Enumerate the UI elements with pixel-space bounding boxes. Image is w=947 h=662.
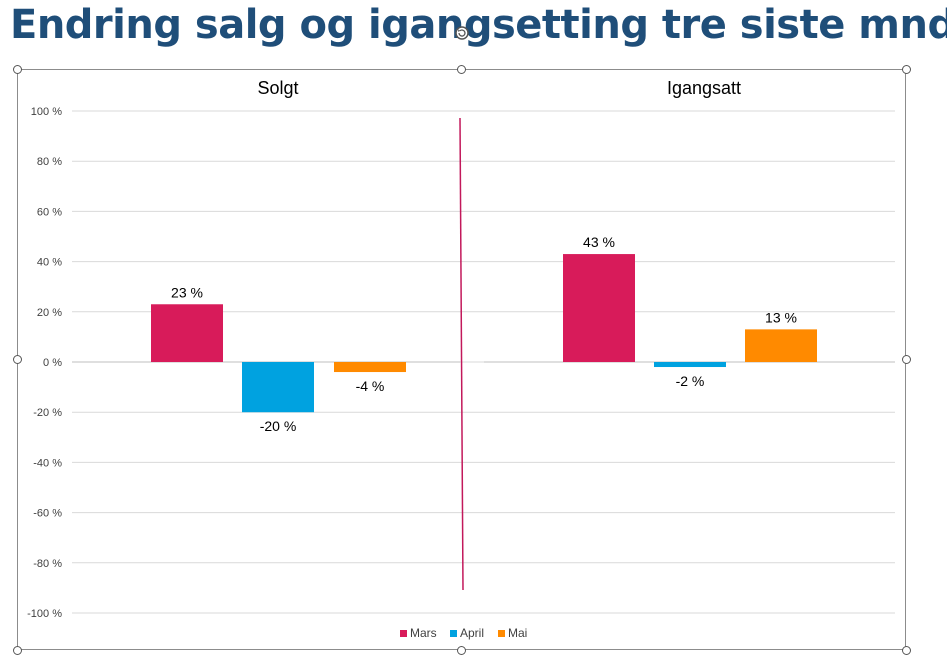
y-tick-label: 0 % (43, 357, 62, 369)
slide-title: Endring salg og igangsetting tre siste m… (10, 2, 947, 48)
data-label: -2 % (676, 373, 705, 389)
panel-title: Igangsatt (667, 78, 741, 98)
chart-panels: Solgt 23 % -20 % -4 % Igangsatt 43 % -2 % 13 % (72, 78, 895, 434)
y-tick-label: -80 % (33, 558, 62, 570)
y-tick-label: -100 % (27, 608, 62, 620)
resize-handle-top-right[interactable] (902, 65, 911, 74)
panel-igangsatt: Igangsatt 43 % -2 % 13 % (484, 78, 895, 389)
legend-label-mars: Mars (410, 626, 437, 640)
resize-handle-bottom-right[interactable] (902, 646, 911, 655)
y-axis-tick-labels: 100 % 80 % 60 % 40 % 20 % 0 % -20 % -40 % -60 % -… (27, 106, 62, 620)
y-tick-label: 60 % (37, 206, 62, 218)
legend-label-mai: Mai (508, 626, 527, 640)
legend: Mars April Mai (400, 626, 527, 640)
bar-mai (745, 329, 817, 362)
bar-april (654, 362, 726, 368)
resize-handle-left[interactable] (13, 355, 22, 364)
panel-divider-line (459, 117, 464, 591)
y-tick-label: -20 % (33, 407, 62, 419)
y-tick-label: 80 % (37, 156, 62, 168)
y-tick-label: 20 % (37, 307, 62, 319)
data-label: -4 % (356, 378, 385, 394)
resize-handle-right[interactable] (902, 355, 911, 364)
resize-handle-top-left[interactable] (13, 65, 22, 74)
resize-handle-top[interactable] (457, 65, 466, 74)
data-label: 43 % (583, 234, 615, 250)
combined-bar-chart: 100 % 80 % 60 % 40 % 20 % 0 % -20 % -40 % -60 % -… (27, 78, 895, 640)
y-tick-label: 100 % (31, 106, 62, 118)
legend-label-april: April (460, 626, 484, 640)
rotate-handle-icon[interactable] (455, 26, 469, 40)
y-tick-label: -60 % (33, 508, 62, 520)
data-label: -20 % (260, 418, 297, 434)
chart-frame[interactable]: 100 % 80 % 60 % 40 % 20 % 0 % -20 % -40 % -60 % -… (17, 69, 906, 650)
panel-solgt: Solgt 23 % -20 % -4 % (72, 78, 460, 434)
y-tick-label: 40 % (37, 257, 62, 269)
panel-title: Solgt (257, 78, 298, 98)
y-tick-label: -40 % (33, 457, 62, 469)
resize-handle-bottom[interactable] (457, 646, 466, 655)
data-label: 23 % (171, 284, 203, 300)
bar-april (242, 362, 314, 413)
bar-mai (334, 362, 406, 373)
legend-swatch-mai (498, 630, 505, 637)
data-label: 13 % (765, 309, 797, 325)
legend-swatch-april (450, 630, 457, 637)
bar-mars (151, 304, 223, 362)
resize-handle-bottom-left[interactable] (13, 646, 22, 655)
legend-swatch-mars (400, 630, 407, 637)
bar-mars (563, 254, 635, 362)
